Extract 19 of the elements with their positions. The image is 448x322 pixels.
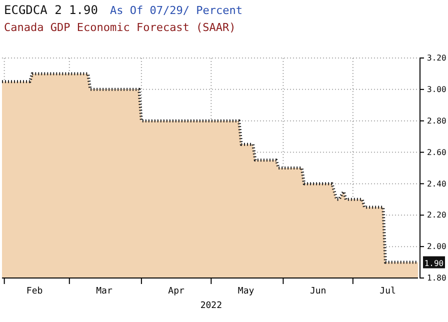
text: ECGDCA 2 1.90: [4, 3, 98, 17]
y-tick-label: 2.60: [427, 148, 446, 157]
x-tick-label: Apr: [168, 286, 186, 296]
x-tick-label: Jun: [310, 286, 326, 296]
y-tick-label: 3.20: [427, 54, 446, 63]
x-tick-label: Jul: [380, 286, 396, 296]
chart-title: Canada GDP Economic Forecast (SAAR): [4, 21, 236, 34]
y-tick-label: 2.40: [427, 179, 446, 188]
x-tick-label: May: [238, 286, 255, 296]
annotation: 1.90: [424, 258, 444, 268]
y-tick-label: 2.00: [427, 242, 446, 252]
text: As Of 07/29/ Percent: [110, 4, 242, 17]
x-axis-title: 2022: [200, 301, 222, 311]
y-tick-label: 3.00: [427, 84, 446, 94]
y-tick-label: 1.80: [427, 274, 446, 283]
x-tick-label: Feb: [26, 286, 43, 296]
x-tick-label: Mar: [96, 286, 113, 296]
y-tick-label: 2.20: [427, 210, 446, 220]
y-tick-label: 2.80: [427, 116, 446, 126]
